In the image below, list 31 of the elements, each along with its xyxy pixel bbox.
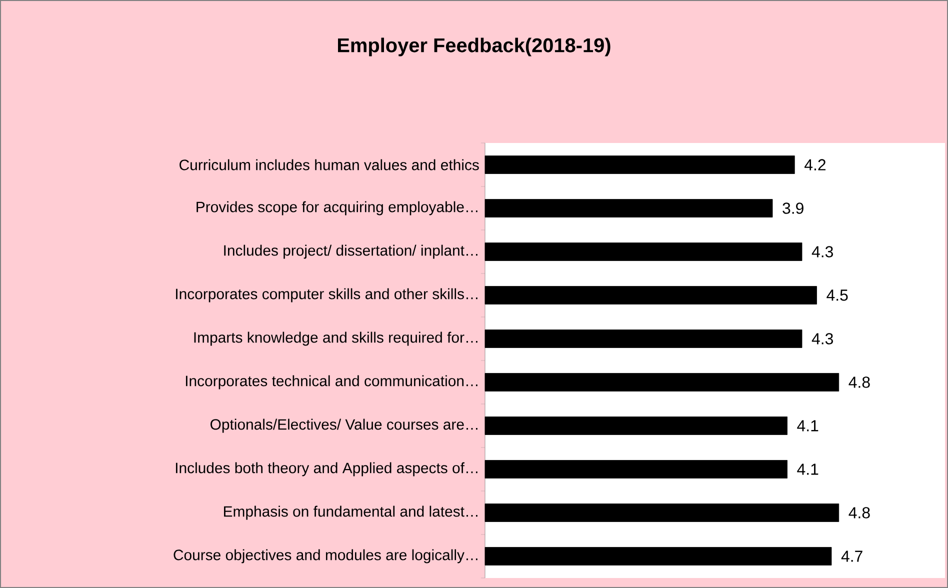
data-label: 4.2: [804, 159, 826, 170]
y-tick-label: Imparts knowledge and skills required for…: [194, 332, 478, 346]
data-label: 3.9: [782, 202, 804, 214]
y-tick-label: Emphasis on fundamental and latest…: [224, 506, 478, 520]
bar: [484, 504, 840, 522]
bar: [484, 199, 773, 218]
y-tick-label: Optionals/Electives/ Value courses are…: [210, 418, 478, 433]
y-tick-label: Incorporates computer skills and other skills…: [176, 288, 478, 302]
data-label: 4.1: [797, 464, 818, 475]
bar: [484, 242, 802, 261]
bar: [484, 460, 788, 478]
data-label: 4.7: [841, 550, 862, 562]
data-label: 4.1: [797, 420, 818, 432]
chart-title: Employer Feedback(2018-19): [338, 38, 610, 56]
y-tick-label: Provides scope for acquiring employable…: [196, 201, 478, 216]
data-label: 4.3: [812, 333, 833, 344]
y-tick-label: Includes project/ dissertation/ inplant…: [224, 244, 478, 259]
data-label: 4.3: [812, 246, 833, 258]
bar: [484, 547, 832, 566]
bar: [484, 373, 840, 392]
y-tick-label: Curriculum includes human values and ethics: [180, 159, 479, 170]
y-tick-label: Includes both theory and Applied aspects of…: [176, 462, 478, 476]
y-tick-label: Course objectives and modules are logically…: [174, 549, 478, 564]
y-tick-label: Incorporates technical and communication…: [186, 375, 478, 390]
bar: [484, 416, 788, 435]
bar: [484, 156, 795, 174]
data-label: 4.5: [826, 290, 848, 301]
bar: [484, 286, 817, 304]
data-label: 4.8: [848, 376, 870, 388]
data-label: 4.8: [848, 507, 870, 518]
bar: [484, 330, 802, 348]
